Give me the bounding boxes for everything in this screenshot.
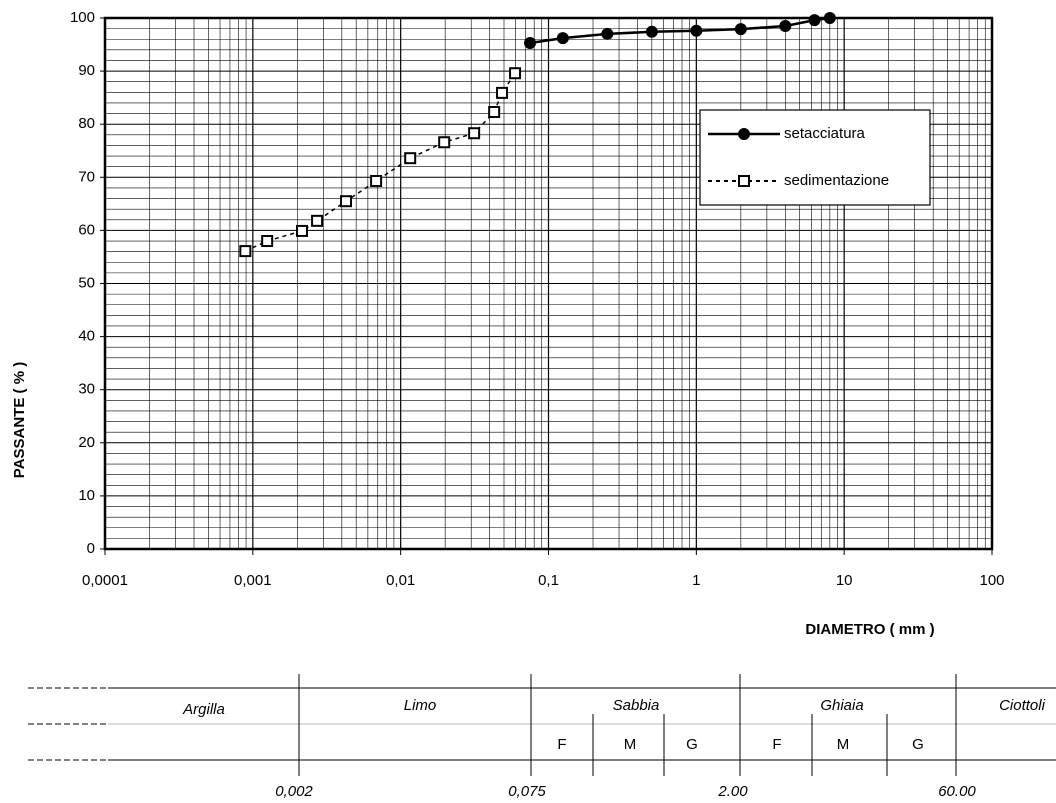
boundary-label: 0,002 xyxy=(275,783,313,800)
x-tick-label: 10 xyxy=(836,572,853,589)
class-label: Argilla xyxy=(182,701,225,718)
series-line xyxy=(245,72,516,252)
y-tick-label: 80 xyxy=(78,115,95,132)
marker xyxy=(340,195,353,208)
marker xyxy=(468,127,481,140)
x-axis-label: DIAMETRO ( mm ) xyxy=(805,621,934,638)
marker xyxy=(823,12,836,24)
marker xyxy=(488,105,501,118)
y-tick-label: 70 xyxy=(78,168,95,185)
y-axis-label: PASSANTE ( % ) xyxy=(11,362,28,478)
x-tick-label: 0,0001 xyxy=(82,572,128,589)
marker xyxy=(509,67,522,80)
y-tick-label: 90 xyxy=(78,62,95,79)
marker xyxy=(738,128,750,140)
marker xyxy=(496,86,509,99)
class-label: Limo xyxy=(404,697,437,714)
y-tick-label: 30 xyxy=(78,381,95,398)
marker xyxy=(645,25,658,38)
y-tick-label: 60 xyxy=(78,221,95,238)
classification-table xyxy=(28,674,1056,776)
marker xyxy=(779,19,792,32)
legend-label: sedimentazione xyxy=(784,172,889,189)
x-tick-label: 1 xyxy=(692,572,700,589)
y-tick-label: 50 xyxy=(78,274,95,291)
marker xyxy=(261,235,274,248)
marker xyxy=(601,27,614,40)
x-tick-label: 0,001 xyxy=(234,572,272,589)
x-tick-label: 0,01 xyxy=(386,572,415,589)
boundary-label: 60.00 xyxy=(938,783,976,800)
y-tick-label: 0 xyxy=(87,540,95,557)
legend-label: setacciatura xyxy=(784,125,866,142)
marker xyxy=(556,32,569,45)
sub-label: M xyxy=(624,736,637,753)
y-tick-label: 40 xyxy=(78,328,95,345)
marker xyxy=(311,214,324,227)
marker xyxy=(404,152,417,165)
sub-label: M xyxy=(837,736,850,753)
classification-labels: Argilla Limo Sabbia Ghiaia Ciottoli F M … xyxy=(182,697,1045,800)
sub-label: G xyxy=(686,736,698,753)
marker xyxy=(239,245,252,258)
y-tick-label: 100 xyxy=(70,9,95,26)
marker xyxy=(524,36,537,49)
marker xyxy=(734,23,747,36)
legend-box xyxy=(699,109,931,206)
x-tick-label: 0,1 xyxy=(538,572,559,589)
boundary-label: 2.00 xyxy=(717,783,748,800)
x-tick-label: 100 xyxy=(979,572,1004,589)
class-label: Ghiaia xyxy=(820,697,863,714)
boundary-label: 0,075 xyxy=(508,783,546,800)
y-tick-label: 20 xyxy=(78,434,95,451)
plot-frame xyxy=(103,16,994,551)
marker xyxy=(295,224,308,237)
sub-label: F xyxy=(772,736,781,753)
class-label: Ciottoli xyxy=(999,697,1046,714)
marker xyxy=(808,14,821,27)
marker xyxy=(370,175,383,188)
sub-label: F xyxy=(557,736,566,753)
marker xyxy=(738,175,750,187)
marker xyxy=(438,136,451,149)
class-label: Sabbia xyxy=(613,697,660,714)
sub-label: G xyxy=(912,736,924,753)
y-tick-label: 10 xyxy=(78,487,95,504)
marker xyxy=(690,24,703,37)
